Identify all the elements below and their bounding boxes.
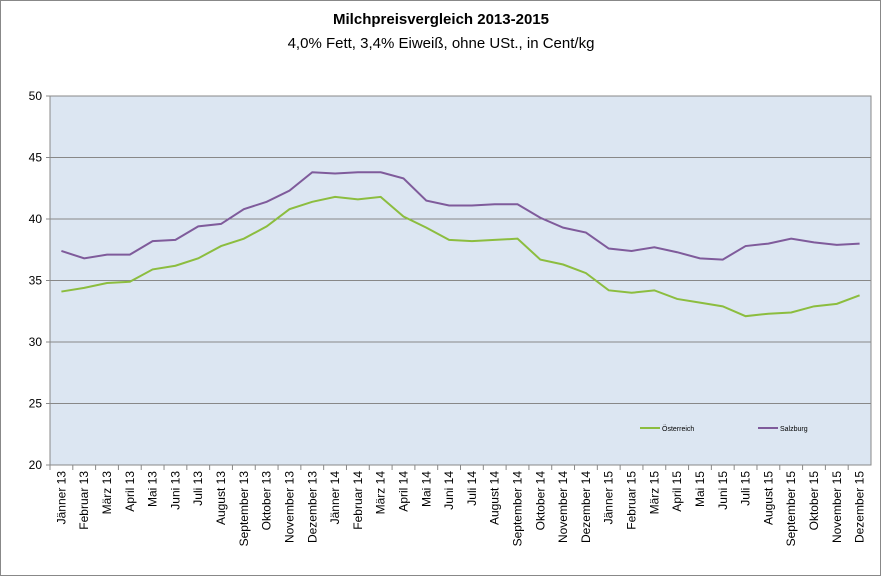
- x-tick-label: April 13: [123, 471, 137, 512]
- x-tick-label: Februar 13: [77, 471, 91, 530]
- x-tick-label: Dezember 13: [305, 471, 319, 543]
- x-tick-label: Jänner 15: [602, 471, 616, 525]
- x-tick-label: April 15: [670, 471, 684, 512]
- x-tick-label: Jänner 14: [328, 471, 342, 525]
- x-tick-label: Juli 13: [191, 471, 205, 506]
- x-tick-label: Juni 13: [168, 471, 182, 510]
- y-tick-label: 35: [29, 274, 43, 288]
- x-tick-label: Juli 15: [739, 471, 753, 506]
- x-tick-label: September 14: [511, 471, 525, 547]
- x-tick-label: Dezember 15: [853, 471, 867, 543]
- series-line: [61, 195, 860, 318]
- x-tick-label: Mai 13: [146, 471, 160, 507]
- x-tick-label: April 14: [396, 471, 410, 512]
- y-tick-label: 45: [29, 151, 43, 165]
- x-tick-label: März 15: [647, 471, 661, 515]
- legend-label: Salzburg: [780, 426, 808, 433]
- x-tick-label: Oktober 14: [533, 471, 547, 531]
- x-tick-label: Mai 14: [419, 471, 433, 507]
- legend-label: Österreich: [662, 425, 694, 433]
- x-tick-label: Juni 14: [442, 471, 456, 510]
- x-tick-label: August 14: [488, 471, 502, 525]
- x-tick-label: August 15: [761, 471, 775, 525]
- x-tick-label: August 13: [214, 471, 228, 525]
- x-tick-label: September 13: [237, 471, 251, 547]
- x-tick-label: Juni 15: [716, 471, 730, 510]
- x-tick-label: Oktober 15: [807, 471, 821, 531]
- x-tick-label: Mai 15: [693, 471, 707, 507]
- y-tick-label: 20: [29, 458, 43, 472]
- y-tick-label: 25: [29, 397, 43, 411]
- x-tick-label: Dezember 14: [579, 471, 593, 543]
- x-tick-label: Oktober 13: [260, 471, 274, 531]
- x-tick-label: Juli 14: [465, 471, 479, 506]
- x-tick-label: November 14: [556, 471, 570, 543]
- x-tick-label: März 14: [374, 471, 388, 515]
- x-tick-label: November 15: [830, 471, 844, 543]
- chart-subtitle: 4,0% Fett, 3,4% Eiweiß, ohne USt., in Ce…: [288, 35, 595, 52]
- y-tick-label: 50: [29, 89, 43, 103]
- chart-title: Milchpreisvergleich 2013-2015: [333, 11, 549, 28]
- x-tick-label: November 13: [282, 471, 296, 543]
- y-tick-label: 40: [29, 212, 43, 226]
- x-tick-label: Februar 15: [625, 471, 639, 530]
- y-tick-label: 30: [29, 335, 43, 349]
- series-line: [61, 171, 860, 261]
- x-tick-label: September 15: [784, 471, 798, 547]
- x-tick-label: Februar 14: [351, 471, 365, 530]
- x-tick-label: Jänner 13: [54, 471, 68, 525]
- x-tick-label: März 13: [100, 471, 114, 515]
